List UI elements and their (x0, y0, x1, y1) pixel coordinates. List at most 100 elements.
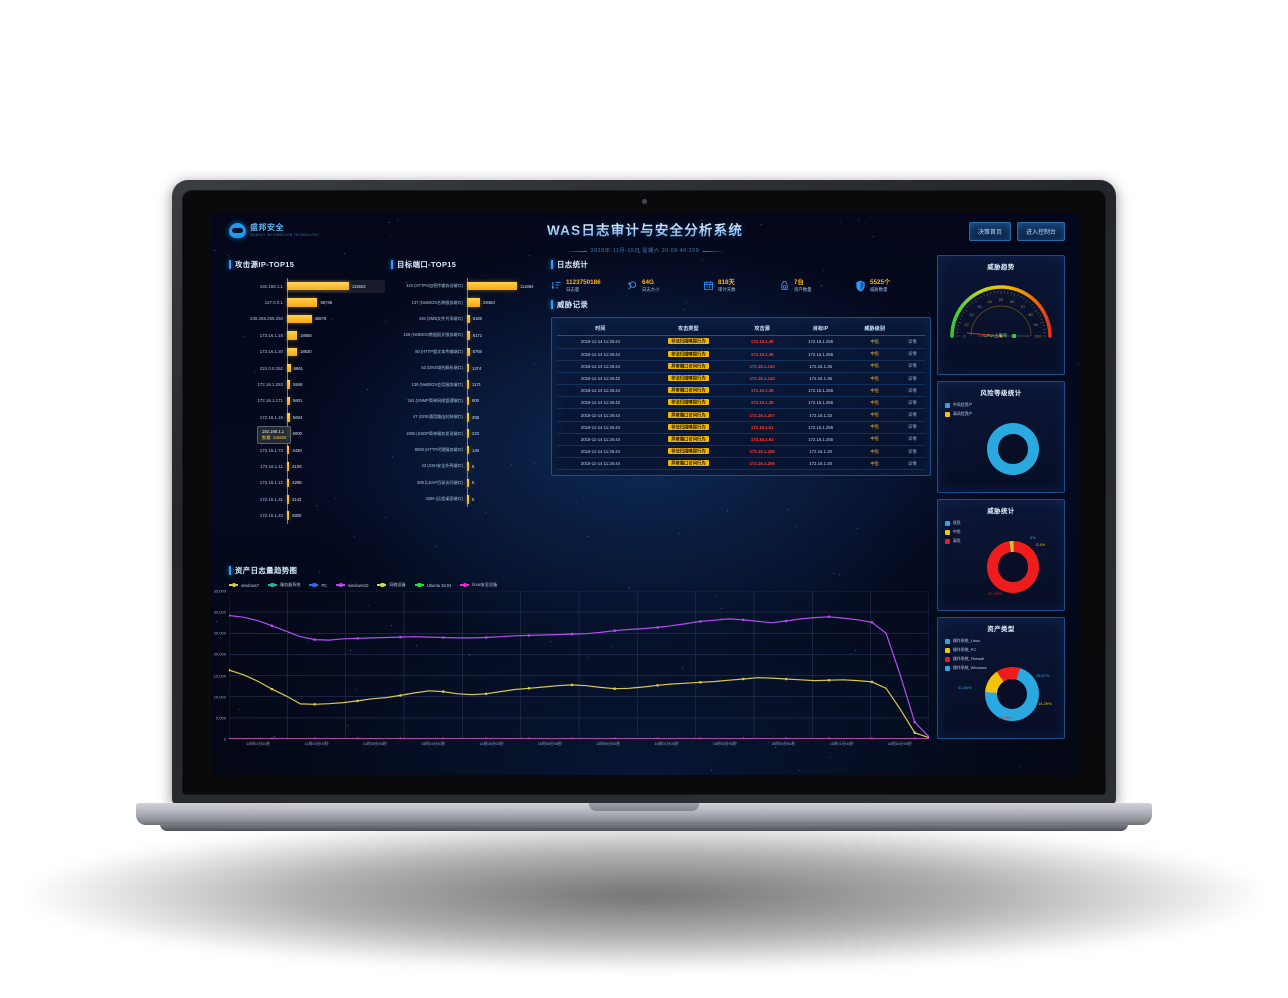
bar-value-label: 5604 (293, 415, 302, 420)
cell-action-link[interactable]: 详情 (900, 360, 925, 372)
bar-row[interactable]: 172.16.1.31 3142 (229, 491, 381, 507)
bar-category-label: 224.0.0.252 (229, 366, 287, 371)
bar-value-label: 29484 (483, 300, 495, 305)
bar-track: 3142 (287, 491, 381, 507)
stat-caption: 日志量 (566, 287, 601, 293)
risk-level-card-title: 风险等级统计 (944, 388, 1058, 397)
stat-item[interactable]: 5525个 威胁数量 (855, 279, 931, 292)
table-row[interactable]: 2018-11-14 11:26:42 非法扫描嗅探行为 172.16.1.140 1… (557, 372, 925, 384)
cell-action-link[interactable]: 详情 (900, 372, 925, 384)
bar-category-label: 53 (DNS域名解析端口) (391, 365, 467, 371)
cell-action-link[interactable]: 详情 (900, 421, 925, 433)
bar-value-label: 8 (472, 464, 474, 469)
gauge-tick-labels: 0 102030 40 50 60 708090 100 (963, 297, 1041, 339)
y-axis-tick-label: 0 (224, 737, 229, 742)
bar-row[interactable]: 139 (NetBIOS会话服务端口) 1171 (391, 376, 543, 392)
bar-value-label: 5000 (293, 431, 302, 436)
cell-time: 2018-11-14 11:26:44 (557, 433, 644, 445)
bar-row[interactable]: 224.0.0.252 6861 (229, 360, 381, 376)
bar-row[interactable]: 137 (NetBIOS名称服务端口) 29484 (391, 294, 543, 310)
trend-legend-item[interactable]: linux安全设备 (460, 582, 497, 588)
bar-row[interactable]: 8080 (HTTP代理服务端口) 140 (391, 442, 543, 458)
cell-action-link[interactable]: 详情 (900, 385, 925, 397)
bar-row[interactable]: 53 (DNS域名解析端口) 1374 (391, 360, 543, 376)
bar-row[interactable]: 172.16.1.20 18620 (229, 344, 381, 360)
threat-records-title: 威胁记录 (551, 299, 931, 310)
dashboard: 盛邦安全 WEBRAY INFORMATION TECHNOLOGY WAS日志… (211, 213, 1079, 775)
threat-trend-card: 威胁趋势 (937, 255, 1065, 375)
trend-legend-item[interactable]: 网络设备 (377, 582, 405, 588)
table-row[interactable]: 2018-11-14 11:26:44 异常端口访问行为 172.16.1.206 1… (557, 458, 925, 470)
svg-text:60: 60 (1010, 299, 1015, 304)
bar-row[interactable]: 239.255.255.250 45876 (229, 311, 381, 327)
bar-row[interactable]: 1900 (SSDP简单服务发现端口) 223 (391, 426, 543, 442)
bar-row[interactable]: 22 (SSH安全外壳端口) 8 (391, 458, 543, 474)
bar-value-label: 2800 (292, 513, 301, 518)
bar-category-label: 172.16.1.12 (229, 480, 287, 485)
table-header-cell (900, 322, 925, 336)
cell-source-ip: 172.16.1.140 (733, 360, 791, 372)
bar-category-label: 172.16.1.253 (229, 382, 287, 387)
bar-row[interactable]: 172.16.1.12 4298 (229, 475, 381, 491)
trend-legend-item[interactable]: 服务器系统 (268, 582, 300, 588)
target-port-bar-chart[interactable]: 443 (HTTPS加密传输协议端口) 111864 137 (NetBIOS名称服… (391, 278, 543, 507)
bar-row[interactable]: 80 (HTTP超文本传输端口) 5758 (391, 344, 543, 360)
trend-plot-area[interactable]: 0 5,000 10,000 15,000 20,000 25,000 30,000 35,0… (229, 591, 929, 739)
bar-row[interactable]: 172.16.1.18 18656 (229, 327, 381, 343)
bar-row[interactable]: 172.16.1.11 4106 (229, 458, 381, 474)
stat-item[interactable]: 1123750186 日志量 (551, 279, 627, 292)
cell-action-link[interactable]: 详情 (900, 446, 925, 458)
bar-row[interactable]: 47 (GRE通用路由封装端口) 268 (391, 409, 543, 425)
table-row[interactable]: 2018-11-14 11:26:44 非法扫描嗅探行为 172.16.1.36 17… (557, 348, 925, 360)
table-row[interactable]: 2018-11-14 11:26:44 异常端口访问行为 172.16.1.61 17… (557, 433, 925, 445)
bar-row[interactable]: 3389 (远程桌面端口) 5 (391, 491, 543, 507)
table-row[interactable]: 2018-11-14 11:26:44 非法扫描嗅探行为 172.16.1.36 17… (557, 336, 925, 348)
table-row[interactable]: 2018-11-14 11:26:44 非法扫描嗅探行为 172.16.1.61 17… (557, 421, 925, 433)
bar-category-label: 127.0.0.1 (229, 300, 287, 305)
table-row[interactable]: 2018-11-14 11:26:44 异常端口访问行为 172.16.1.36 17… (557, 385, 925, 397)
bar-fill (467, 495, 469, 504)
bar-row[interactable]: 443 (HTTPS加密传输协议端口) 111864 (391, 278, 543, 294)
cell-action-link[interactable]: 详情 (900, 397, 925, 409)
bar-row[interactable]: 172.16.1.19 5604 (229, 409, 381, 425)
table-row[interactable]: 2018-11-14 11:26:44 异常端口访问行为 172.16.1.207 1… (557, 409, 925, 421)
bar-row[interactable]: 172.16.1.23 2800 (229, 507, 381, 523)
cell-action-link[interactable]: 详情 (900, 348, 925, 360)
bar-row[interactable]: 127.0.0.1 56746 (229, 294, 381, 310)
table-row[interactable]: 2018-11-14 11:26:42 非法扫描嗅探行为 172.16.1.38 17… (557, 397, 925, 409)
trend-legend-item[interactable]: PC (309, 583, 327, 588)
bar-row[interactable]: 138 (NetBIOS数据报文服务端口) 6171 (391, 327, 543, 343)
bar-fill (287, 348, 297, 357)
asset-donut-chart[interactable] (985, 667, 1039, 721)
bar-track: 1171 (467, 376, 543, 392)
table-row[interactable]: 2018-11-14 11:26:44 非法扫描嗅探行为 172.16.1.206 1… (557, 446, 925, 458)
x-axis-tick-label: 16时05分00秒 (771, 742, 795, 747)
cell-action-link[interactable]: 详情 (900, 409, 925, 421)
trend-legend-item[interactable]: Ubuntu 18.04 (415, 583, 452, 588)
trend-legend-item[interactable]: windows10 (336, 583, 368, 588)
stat-item[interactable]: 64G 日志大小 (627, 279, 703, 292)
bar-row[interactable]: 172.16.1.335000 (229, 426, 381, 442)
enter-console-button[interactable]: 进入控制台 (1017, 222, 1065, 241)
attack-ip-bar-chart[interactable]: 192.168.1.1 115502 127.0.0.1 56746 239.255.2… (229, 278, 381, 524)
cell-action-link[interactable]: 详情 (900, 433, 925, 445)
cell-action-link[interactable]: 详情 (900, 336, 925, 348)
table-row[interactable]: 2018-11-14 11:26:44 异常端口访问行为 172.16.1.140 1… (557, 360, 925, 372)
bar-row[interactable]: 172.16.1.253 5849 (229, 376, 381, 392)
bar-row[interactable]: 172.16.1.171 5601 (229, 393, 381, 409)
trend-legend[interactable]: windows7 服务器系统 PC windows10 网络设备 Ubuntu 18.04… (229, 582, 929, 588)
bar-row[interactable]: 172.16.1.73 4436 (229, 442, 381, 458)
stat-item[interactable]: 818天 审计天数 (703, 279, 779, 292)
asset-percent-linux: 42.86% (958, 685, 972, 690)
stat-item[interactable]: 7台 资产数量 (779, 279, 855, 292)
trend-legend-item[interactable]: windows7 (229, 583, 259, 588)
trend-line-svg (229, 591, 929, 739)
cell-action-link[interactable]: 详情 (900, 458, 925, 470)
decision-home-button[interactable]: 决策首页 (969, 222, 1011, 241)
bar-row[interactable]: 389 (LDAP目录访问端口) 6 (391, 475, 543, 491)
bar-row[interactable]: 161 (SNMP简单网络管理端口) 800 (391, 393, 543, 409)
bar-track: 5 (467, 491, 543, 507)
bar-row[interactable]: 445 (SMB文件共享端口) 6180 (391, 311, 543, 327)
x-axis-tick-label: 15时06分00秒 (479, 742, 503, 747)
threat-donut-chart[interactable] (987, 541, 1039, 593)
